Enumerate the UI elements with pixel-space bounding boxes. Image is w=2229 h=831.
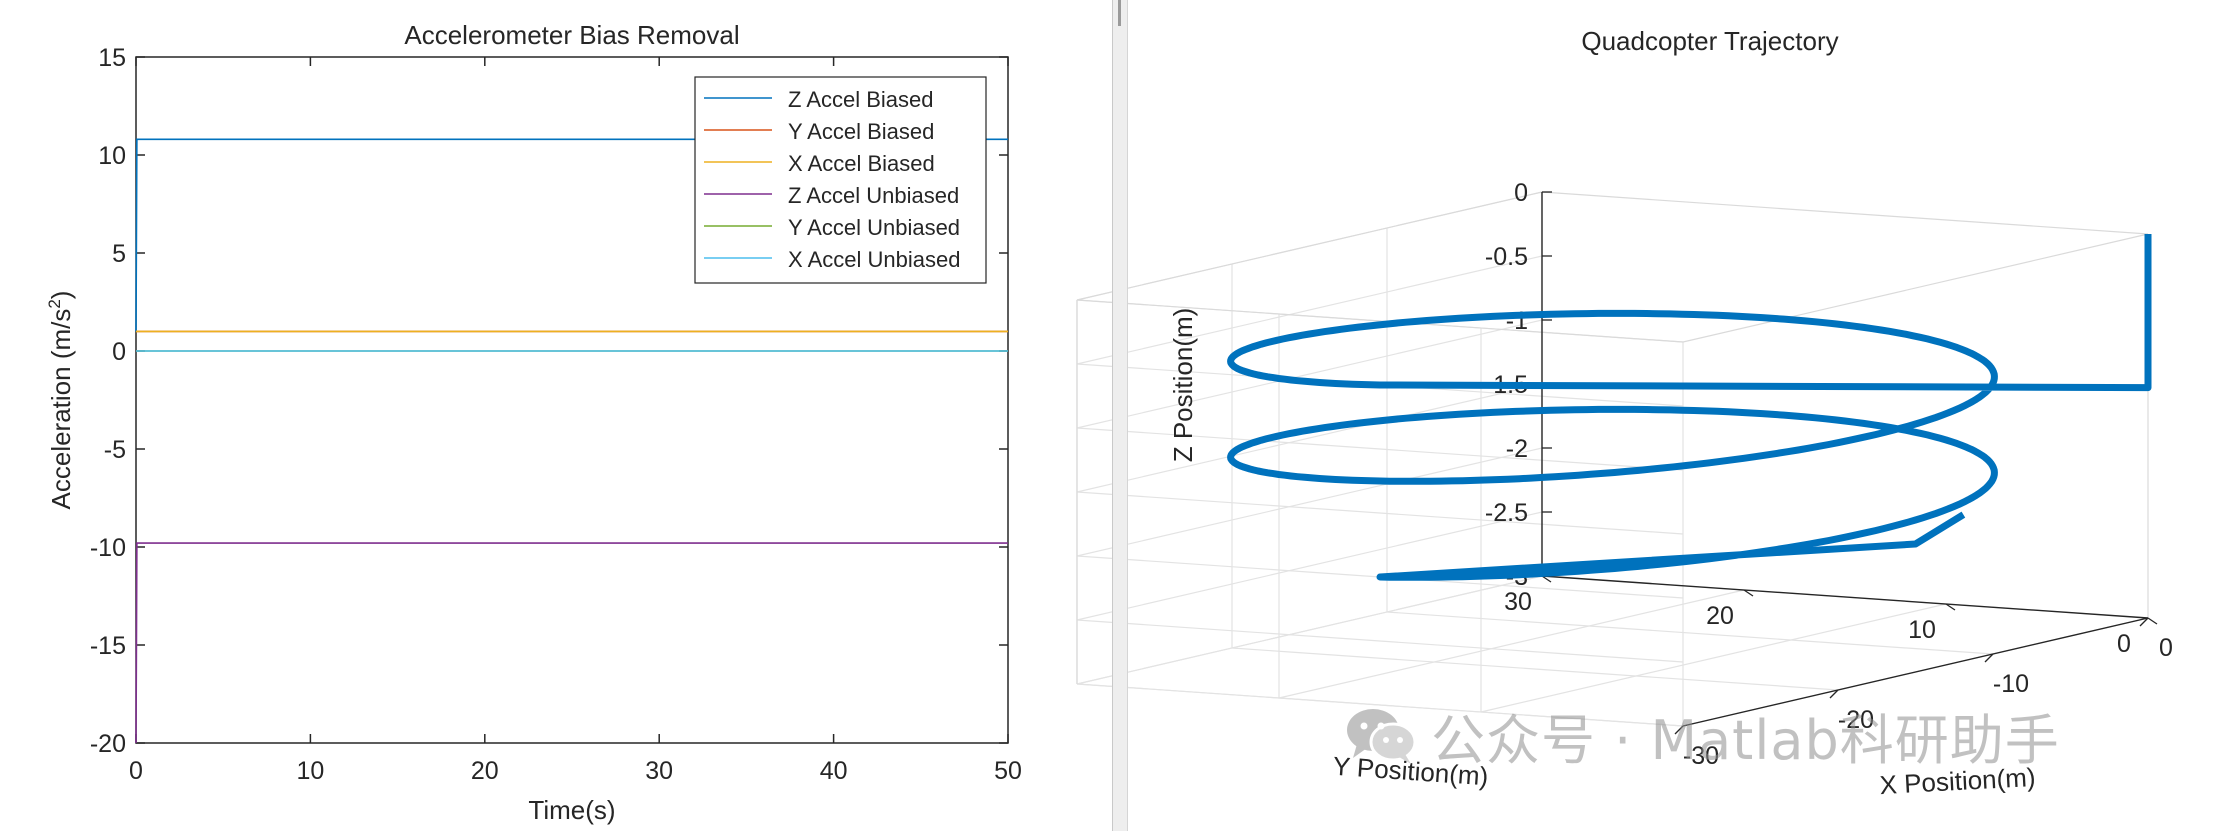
z-tick-label: 0 xyxy=(1514,179,1528,207)
box-edge xyxy=(1076,191,1543,301)
x-tick-label: 50 xyxy=(994,757,1022,785)
axis-line xyxy=(1541,575,2149,619)
x-tick-mark xyxy=(1829,689,1839,699)
box-edge xyxy=(1541,191,2149,235)
x-tick-label: -20 xyxy=(1838,706,1874,734)
wechat-icon xyxy=(1347,709,1417,764)
y-tick-label: 30 xyxy=(1504,588,1532,616)
z-tick-label: -1 xyxy=(1506,307,1528,335)
grid-line xyxy=(1076,447,1543,557)
chart-title: Accelerometer Bias Removal xyxy=(404,20,739,50)
watermark: 公众号 · Matlab科研助手 xyxy=(1345,700,2060,772)
y-tick-label: 10 xyxy=(1908,616,1936,644)
y-tick-label: 20 xyxy=(1706,602,1734,630)
x-tick-mark xyxy=(1674,725,1684,735)
y-tick-mark xyxy=(1743,589,1754,597)
grid-line xyxy=(1278,589,1745,699)
z-tick-label: -2.5 xyxy=(1485,499,1528,527)
y-tick-mark xyxy=(2147,617,2158,625)
y-tick-label: 0 xyxy=(112,338,126,366)
y-tick-mark xyxy=(1945,603,1956,611)
grid-line xyxy=(1480,603,1947,713)
legend-label: Z Accel Unbiased xyxy=(788,183,959,208)
bias-removal-chart: Accelerometer Bias Removal 0 10 20 30 40 5015… xyxy=(45,20,1022,825)
x-axis-label: Time(s) xyxy=(528,795,615,825)
z-tick-label: -2 xyxy=(1506,435,1528,463)
grid-line xyxy=(1076,575,1543,685)
x-tick-label: 10 xyxy=(296,757,324,785)
panel-divider[interactable] xyxy=(1112,0,1128,831)
grid-line xyxy=(1076,683,1684,727)
grid-line xyxy=(1076,619,1684,663)
x-tick-label: -30 xyxy=(1683,742,1719,770)
y-tick-label: -20 xyxy=(90,730,126,758)
grid-line xyxy=(1076,383,1543,493)
legend-label: Z Accel Biased xyxy=(788,87,934,112)
x-tick-label: 30 xyxy=(645,757,673,785)
chart-title: Quadcopter Trajectory xyxy=(1581,26,1838,56)
y-tick-label: 5 xyxy=(112,240,126,268)
legend: Z Accel Biased Y Accel Biased X Accel Bias… xyxy=(694,76,987,284)
y-tick-label: 10 xyxy=(98,142,126,170)
watermark-text: 公众号 · Matlab科研助手 xyxy=(1431,708,2060,772)
x-tick-label: 40 xyxy=(820,757,848,785)
y-tick-mark xyxy=(1541,575,1552,583)
y-tick-label: -10 xyxy=(90,534,126,562)
x-tick-mark xyxy=(2139,617,2149,627)
x-tick-label: 20 xyxy=(471,757,499,785)
grid-line xyxy=(1076,319,1543,429)
z-tick-label: -0.5 xyxy=(1485,243,1528,271)
x-tick-label: -10 xyxy=(1993,670,2029,698)
x-tick-label: 0 xyxy=(129,757,143,785)
y-axis-label-main: Acceleration (m/s xyxy=(46,309,76,510)
box-edge xyxy=(1076,299,1684,343)
y-tick-label: -15 xyxy=(90,632,126,660)
grid-line xyxy=(1076,511,1543,621)
legend-label: X Accel Biased xyxy=(788,151,935,176)
y-tick-label: 15 xyxy=(98,44,126,72)
grid-line xyxy=(1386,611,1994,655)
box-edge xyxy=(1682,233,2149,343)
trajectory-line xyxy=(1227,234,2152,581)
legend-label: X Accel Unbiased xyxy=(788,247,960,272)
trajectory-path xyxy=(1227,234,2152,581)
legend-box xyxy=(694,76,987,284)
grid-line xyxy=(1076,255,1543,365)
legend-label: Y Accel Unbiased xyxy=(788,215,960,240)
grid-line xyxy=(1076,427,1684,471)
x-tick-mark xyxy=(1984,653,1994,663)
x-tick-label: 0 xyxy=(2159,634,2173,662)
series-line-z-accel-unbiased xyxy=(135,542,1008,744)
y-axis-label: Acceleration (m/s2) xyxy=(45,291,76,510)
z-axis-label: Z Position(m) xyxy=(1168,308,1198,463)
grid-line xyxy=(1231,647,1839,691)
y-tick-label: -5 xyxy=(104,436,126,464)
grid-line xyxy=(1076,491,1684,535)
y-tick-label: 0 xyxy=(2117,630,2131,658)
divider-grip[interactable] xyxy=(1118,0,1121,26)
y-axis-label-sup: 2 xyxy=(45,299,64,308)
y-axis-label-close: ) xyxy=(46,291,76,300)
grid-3d xyxy=(1076,191,2149,727)
axis-line xyxy=(1682,617,2149,727)
legend-label: Y Accel Biased xyxy=(788,119,934,144)
